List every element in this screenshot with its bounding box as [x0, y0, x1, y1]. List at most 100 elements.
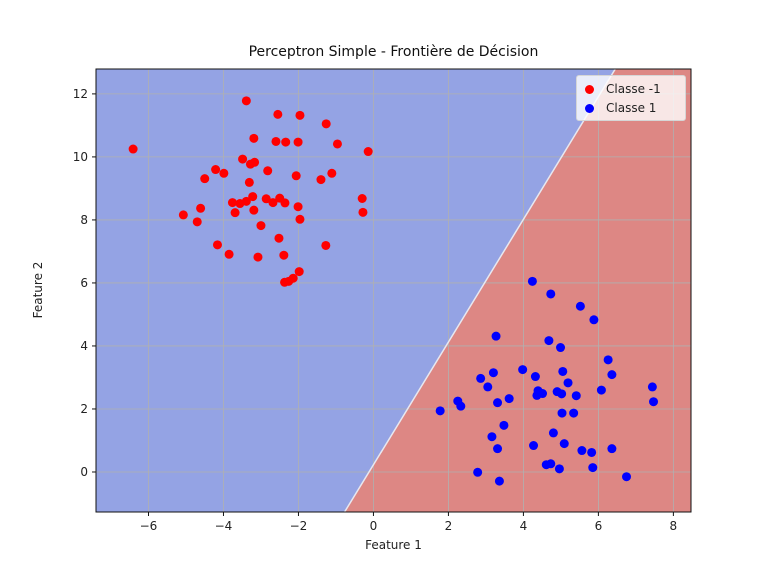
data-point: [575, 301, 585, 311]
data-point: [607, 444, 617, 454]
data-point: [248, 192, 258, 202]
data-point: [279, 250, 289, 260]
data-point: [622, 472, 632, 482]
svg-text:−6: −6: [140, 519, 158, 533]
data-point: [487, 432, 497, 442]
data-point: [280, 277, 290, 287]
x-axis-label: Feature 1: [365, 538, 422, 552]
data-point: [456, 401, 466, 411]
data-point: [546, 289, 556, 299]
red-dot-icon: [585, 84, 594, 94]
data-points: [128, 96, 659, 486]
data-point: [556, 343, 566, 353]
data-point: [293, 202, 303, 212]
data-point: [281, 137, 291, 147]
data-point: [230, 208, 240, 218]
data-point: [577, 446, 587, 456]
data-point: [196, 203, 206, 213]
svg-text:6: 6: [80, 276, 88, 290]
legend-item-class-neg1: Classe -1: [585, 81, 661, 97]
data-point: [274, 233, 284, 243]
data-point: [227, 198, 237, 208]
data-point: [546, 459, 556, 469]
data-point: [268, 198, 278, 208]
legend: Classe -1 Classe 1: [576, 75, 686, 121]
data-point: [530, 372, 540, 382]
y-axis-label: Feature 2: [31, 261, 45, 319]
data-point: [527, 276, 537, 286]
data-point: [559, 439, 569, 449]
svg-text:12: 12: [73, 87, 88, 101]
data-point: [493, 444, 503, 454]
data-point: [563, 378, 573, 388]
data-point: [224, 249, 234, 259]
data-point: [280, 198, 290, 208]
data-point: [321, 240, 331, 250]
data-point: [504, 394, 514, 404]
data-point: [295, 214, 305, 224]
data-point: [273, 109, 283, 119]
data-point: [476, 373, 486, 383]
data-point: [494, 476, 504, 486]
data-point: [557, 389, 567, 399]
data-point: [488, 368, 498, 378]
data-point: [588, 463, 598, 473]
data-point: [244, 177, 254, 187]
data-point: [261, 194, 271, 204]
data-point: [518, 365, 528, 375]
y-axis-ticks: 0 2 4 6 8 10 12: [73, 87, 96, 479]
data-point: [587, 447, 597, 457]
decision-boundary: [343, 68, 616, 513]
data-point: [357, 193, 367, 203]
data-point: [571, 391, 581, 401]
data-point: [544, 336, 554, 346]
data-point: [241, 196, 251, 206]
data-point: [294, 267, 304, 277]
data-point: [212, 240, 222, 250]
data-point: [596, 385, 606, 395]
svg-text:2: 2: [80, 402, 88, 416]
data-point: [483, 382, 493, 392]
data-point: [128, 144, 138, 154]
svg-text:0: 0: [370, 519, 378, 533]
data-point: [249, 205, 259, 215]
data-point: [589, 315, 599, 325]
data-point: [238, 154, 248, 164]
svg-text:8: 8: [670, 519, 678, 533]
data-point: [253, 252, 263, 262]
data-point: [649, 397, 659, 407]
svg-text:0: 0: [80, 465, 88, 479]
data-point: [271, 136, 281, 146]
data-point: [192, 217, 202, 227]
blue-dot-icon: [585, 103, 594, 113]
data-point: [647, 382, 657, 392]
data-point: [554, 464, 564, 474]
data-point: [178, 210, 188, 220]
data-point: [493, 398, 503, 408]
data-point: [607, 370, 617, 380]
svg-text:4: 4: [520, 519, 528, 533]
svg-text:−2: −2: [290, 519, 308, 533]
data-point: [256, 221, 266, 231]
data-point: [321, 119, 331, 129]
data-point: [363, 147, 373, 157]
legend-item-class-1: Classe 1: [585, 100, 656, 116]
data-point: [538, 389, 548, 399]
data-point: [291, 171, 301, 181]
data-point: [332, 139, 342, 149]
data-point: [219, 168, 229, 178]
data-point: [557, 408, 567, 418]
data-point: [316, 175, 326, 185]
data-point: [499, 420, 509, 430]
data-point: [327, 168, 337, 178]
data-point: [241, 96, 251, 106]
data-point: [200, 174, 210, 184]
data-point: [603, 355, 613, 365]
data-point: [249, 133, 259, 143]
legend-label: Classe -1: [606, 82, 661, 96]
svg-text:2: 2: [445, 519, 453, 533]
data-point: [548, 428, 558, 438]
axes-frame: [95, 68, 692, 513]
